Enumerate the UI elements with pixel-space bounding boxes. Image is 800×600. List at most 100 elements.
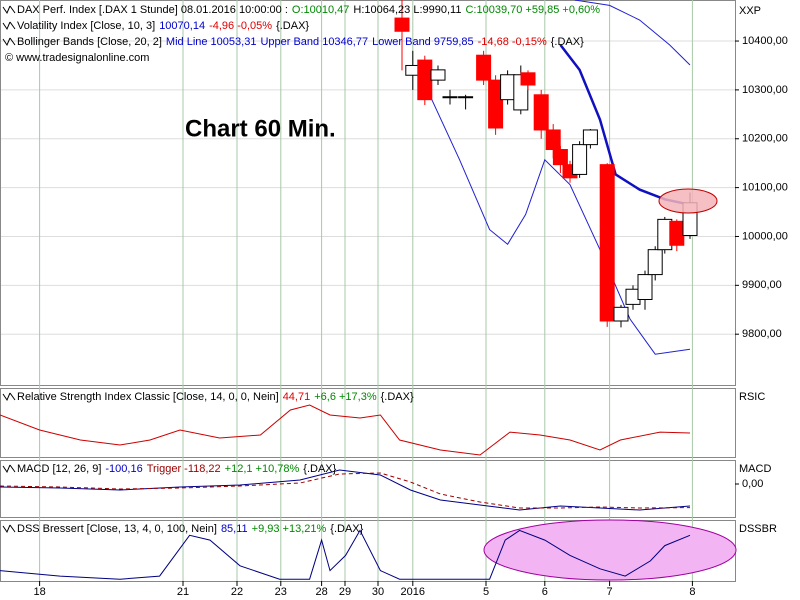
y-tick-label: 9800,00 <box>742 328 782 340</box>
x-tick-label: 29 <box>339 586 351 598</box>
candle-body <box>520 72 536 86</box>
y-tick-label: 0,00 <box>742 478 763 490</box>
legend-line: © www.tradesignalonline.com <box>5 52 149 64</box>
panel-marks <box>394 0 698 355</box>
highlight-ellipse <box>483 519 737 581</box>
legend-text: © www.tradesignalonline.com <box>5 52 149 64</box>
x-tick-label: 30 <box>372 586 384 598</box>
legend-text: Trigger -118,22 <box>147 463 221 475</box>
indicator-icon <box>2 21 16 31</box>
candle-body <box>394 17 410 32</box>
indicator-icon <box>2 392 16 402</box>
legend-text: -14,68 -0,15% <box>478 36 547 48</box>
x-tick-label: 2016 <box>401 586 425 598</box>
candle-body <box>545 129 561 151</box>
y-tick-label: 10300,00 <box>742 84 788 96</box>
legend-text: {.DAX} <box>381 391 414 403</box>
panel-marks <box>0 529 691 580</box>
candle-body <box>552 149 568 166</box>
legend-text: Relative Strength Index Classic [Close, … <box>17 391 279 403</box>
series-line <box>0 529 691 580</box>
candle-body <box>572 144 588 175</box>
legend-line: DAX Perf. Index [.DAX 1 Stunde] 08.01.20… <box>17 4 600 16</box>
candle-body <box>613 306 629 322</box>
y-tick-label: 9900,00 <box>742 279 782 291</box>
candle-body <box>637 274 653 300</box>
candle-body <box>458 96 474 99</box>
legend-text: {.DAX} <box>330 523 363 535</box>
candle-body <box>582 129 598 146</box>
legend-text: 44,71 <box>283 391 311 403</box>
candle-body <box>476 54 492 81</box>
legend-text: {.DAX} <box>303 463 336 475</box>
legend-text: {.DAX} <box>276 20 309 32</box>
rsi-panel <box>0 388 736 458</box>
legend-text: H:10064,23 L:9990,11 <box>353 4 461 16</box>
candle-body <box>669 220 685 246</box>
candle-body <box>599 164 615 322</box>
legend-text: -4,96 -0,05% <box>209 20 272 32</box>
x-tick-label: 22 <box>231 586 243 598</box>
marks-layer <box>0 0 698 580</box>
candle-body <box>417 59 433 101</box>
legend-text: DAX Perf. Index [.DAX 1 Stunde] 08.01.20… <box>17 4 288 16</box>
indicator-icon <box>2 37 16 47</box>
legend-text: -100,16 <box>105 463 142 475</box>
x-tick-label: 6 <box>542 586 548 598</box>
legend-text: O:10010,47 <box>292 4 350 16</box>
legend-line: Volatility Index [Close, 10, 3] 10070,14-… <box>17 20 309 32</box>
series-line <box>0 404 691 456</box>
x-tick-label: 8 <box>689 586 695 598</box>
legend-line: DSS Bressert [Close, 13, 4, 0, 100, Nein… <box>17 523 364 535</box>
legend-text: +9,93 +13,21% <box>252 523 327 535</box>
legend-text: DSS Bressert [Close, 13, 4, 0, 100, Nein… <box>17 523 217 535</box>
legend-text: +6,6 +17,3% <box>314 391 377 403</box>
series-line <box>0 472 691 509</box>
legend-text: C:10039,70 +59,85 +0,60% <box>465 4 600 16</box>
x-tick-label: 5 <box>483 586 489 598</box>
panel-marks <box>0 404 691 456</box>
y-tick-label: 10100,00 <box>742 182 788 194</box>
macd-panel <box>0 460 736 518</box>
candle-body <box>488 79 504 129</box>
legend-text: {.DAX} <box>551 36 584 48</box>
indicator-icon <box>2 5 16 15</box>
y-tick-label: 10000,00 <box>742 230 788 242</box>
legend-line: MACD [12, 26, 9] -100,16 Trigger -118,22 +1… <box>17 463 337 475</box>
legend-text: MACD [12, 26, 9] <box>17 463 101 475</box>
y-tick-label: 10400,00 <box>742 35 788 47</box>
legend-text: +12,1 +10,78% <box>225 463 300 475</box>
axis-label: RSIC <box>739 391 765 403</box>
legend-text: Upper Band 10346,77 <box>260 36 368 48</box>
axis-label: MACD <box>739 463 771 475</box>
legend-line: Bollinger Bands [Close, 20, 2] Mid Line 1… <box>17 36 584 48</box>
candle-body <box>647 249 663 276</box>
x-tick-label: 28 <box>315 586 327 598</box>
annotation: Chart 60 Min. <box>185 115 336 142</box>
legend-text: 85,11 <box>221 523 248 535</box>
series-line <box>429 94 691 355</box>
labels-layer: 9800,00 9900,00 10000,00 10100,00 10200,00 10… <box>2 4 788 598</box>
x-tick-label: 18 <box>33 586 45 598</box>
x-tick-label: 7 <box>607 586 613 598</box>
legend-text: Bollinger Bands [Close, 20, 2] <box>17 36 162 48</box>
legend-text: Volatility Index [Close, 10, 3] <box>17 20 155 32</box>
legend-text: Mid Line 10053,31 <box>166 36 257 48</box>
legend-line: Relative Strength Index Classic [Close, … <box>17 391 414 403</box>
candle-body <box>442 96 458 99</box>
x-tick-label: 23 <box>275 586 287 598</box>
legend-text: 10070,14 <box>159 20 205 32</box>
panel-marks <box>0 469 691 511</box>
indicator-icon <box>2 524 16 534</box>
axis-label: DSSBR <box>739 523 777 535</box>
candle-body <box>430 69 446 81</box>
y-tick-label: 10200,00 <box>742 133 788 145</box>
axis-label: XXP <box>739 5 761 17</box>
x-tick-label: 21 <box>177 586 189 598</box>
legend-text: Lower Band 9759,85 <box>372 36 474 48</box>
candle-body <box>500 74 516 101</box>
highlight-ellipse <box>658 188 718 214</box>
series-line <box>574 0 691 66</box>
indicator-icon <box>2 464 16 474</box>
